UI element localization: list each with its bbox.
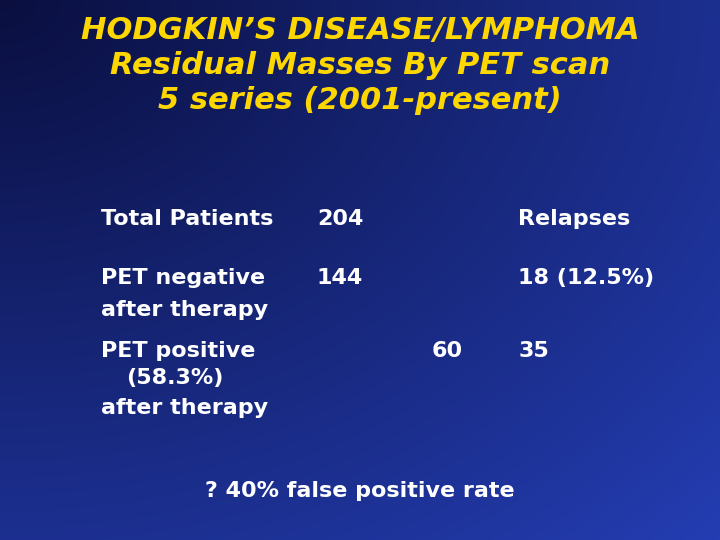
Text: ? 40% false positive rate: ? 40% false positive rate [205, 481, 515, 502]
Text: HODGKIN’S DISEASE/LYMPHOMA
Residual Masses By PET scan
5 series (2001-present): HODGKIN’S DISEASE/LYMPHOMA Residual Mass… [81, 16, 639, 114]
Text: 204: 204 [317, 208, 363, 229]
Text: after therapy: after therapy [101, 397, 268, 418]
Text: 144: 144 [317, 268, 363, 288]
Text: PET positive: PET positive [101, 341, 255, 361]
Text: 60: 60 [432, 341, 463, 361]
Text: (58.3%): (58.3%) [126, 368, 223, 388]
Text: PET negative: PET negative [101, 268, 265, 288]
Text: 35: 35 [518, 341, 549, 361]
Text: 18 (12.5%): 18 (12.5%) [518, 268, 654, 288]
Text: Total Patients: Total Patients [101, 208, 273, 229]
Text: after therapy: after therapy [101, 300, 268, 321]
Text: Relapses: Relapses [518, 208, 631, 229]
